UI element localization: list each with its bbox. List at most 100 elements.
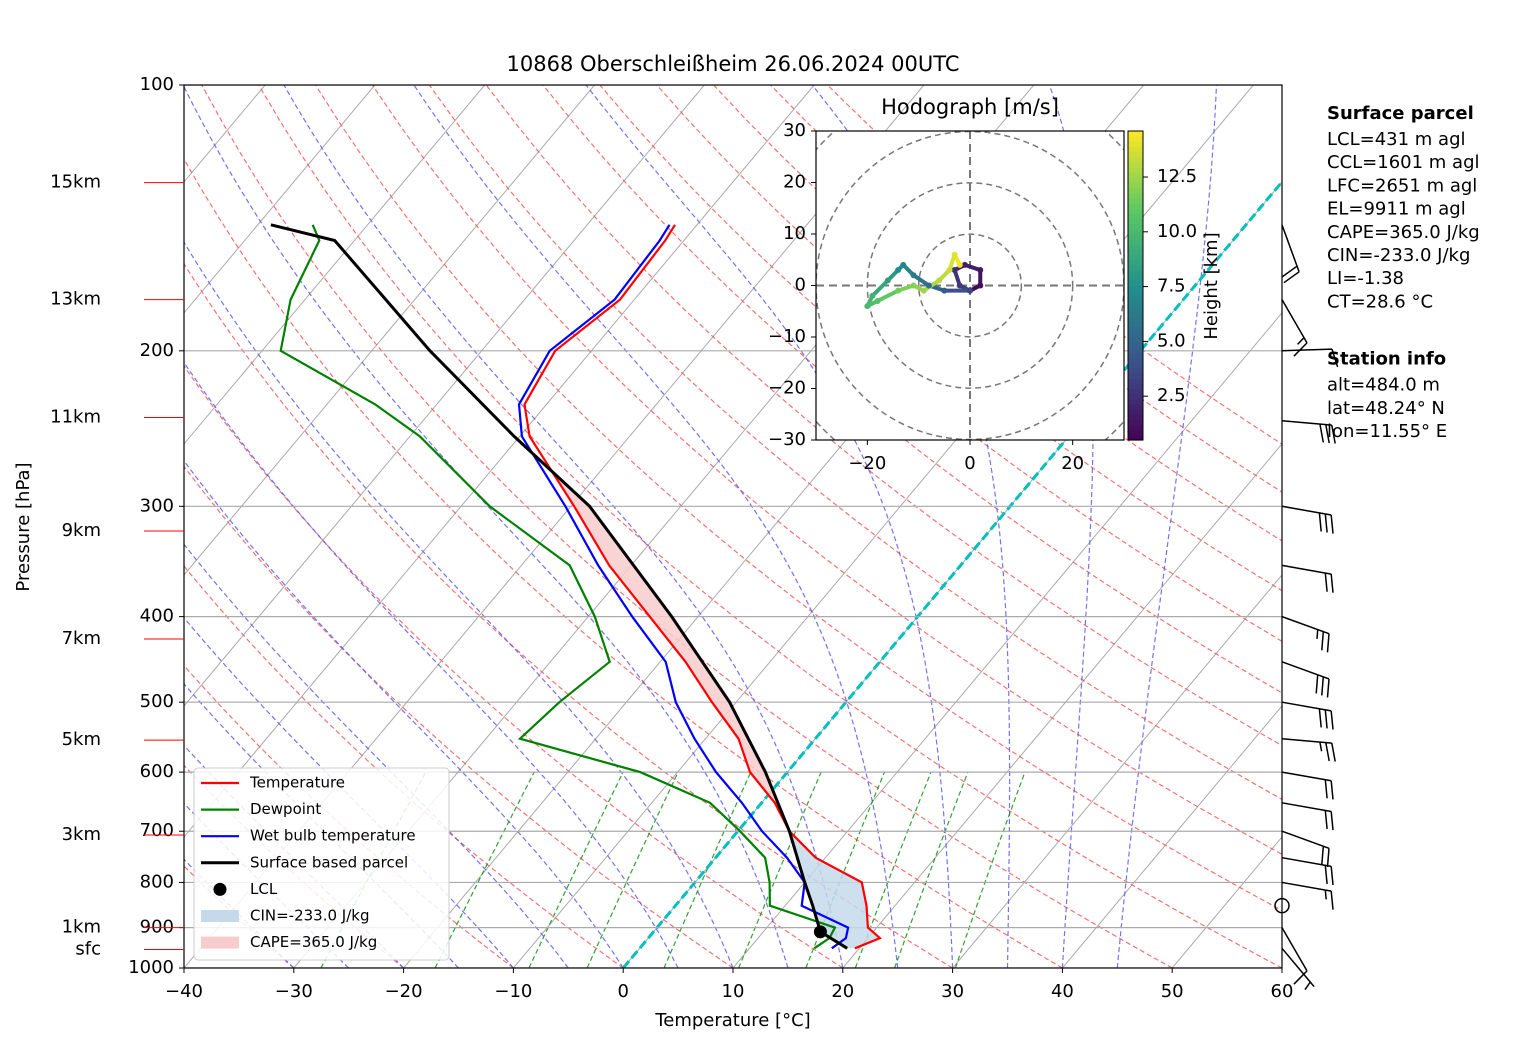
y-tick-label: 500 (140, 691, 174, 712)
height-label: 11km (50, 407, 101, 428)
lcl-marker (813, 925, 827, 939)
legend-label: CIN=-233.0 J/kg (250, 907, 370, 925)
isotherm (842, 443, 1282, 968)
hodograph-y-tick-label: 0 (795, 275, 806, 296)
colorbar-label: Height [km] (1201, 232, 1222, 339)
colorbar-cell (1128, 352, 1143, 359)
hodograph-x-tick-label: −20 (848, 453, 886, 474)
colorbar-cell (1128, 347, 1143, 354)
y-tick-label: 800 (140, 871, 174, 892)
legend-swatch (201, 936, 239, 949)
hodograph-point (977, 282, 984, 289)
colorbar-cell (1128, 300, 1143, 307)
legend-label: CAPE=365.0 J/kg (250, 933, 377, 951)
moist-adiabat (413, 85, 899, 968)
colorbar-cell (1128, 131, 1143, 137)
hodograph-point (895, 267, 902, 274)
y-axis-label: Pressure [hPa] (13, 462, 34, 591)
y-tick-label: 1000 (128, 957, 174, 978)
hodograph-segment (870, 278, 890, 298)
colorbar-tick-label: 5.0 (1157, 330, 1186, 351)
wind-barb (1281, 927, 1308, 985)
colorbar-cell (1128, 136, 1143, 142)
x-tick-label: 20 (831, 981, 854, 1002)
hodograph-x-tick-label: 20 (1061, 453, 1084, 474)
dry-adiabat (770, 85, 1282, 493)
legend-box (193, 767, 450, 961)
colorbar-cell (1128, 357, 1143, 364)
x-tick-label: 50 (1161, 981, 1184, 1002)
hodograph-point (864, 303, 871, 310)
profile-line (517, 224, 850, 950)
y-tick-label: 400 (140, 606, 174, 627)
info-line: LFC=2651 m agl (1327, 175, 1477, 196)
colorbar-cell (1128, 434, 1143, 441)
isotherm (732, 312, 1282, 968)
colorbar-cell (1128, 409, 1143, 415)
hodograph-y-tick-label: −30 (768, 429, 806, 450)
hodograph-point (967, 287, 973, 294)
height-label: 5km (62, 729, 101, 750)
colorbar-cell (1128, 239, 1143, 245)
colorbar-cell (1128, 177, 1143, 184)
cape-area (552, 471, 790, 832)
info-line: LCL=431 m agl (1327, 129, 1466, 150)
colorbar-cell (1128, 424, 1143, 431)
moist-adiabat (184, 85, 789, 968)
colorbar-tick-label: 2.5 (1157, 385, 1186, 406)
wind-barb (1281, 564, 1334, 593)
colorbar-cell (1128, 167, 1143, 173)
isotherm (184, 85, 705, 707)
legend-label: Surface based parcel (250, 853, 408, 871)
profile-line (523, 224, 882, 950)
moist-adiabat (283, 85, 844, 968)
hodograph-y-tick-label: 10 (783, 223, 806, 244)
info-line: CT=28.6 °C (1327, 291, 1433, 312)
colorbar-cell (1128, 378, 1143, 384)
colorbar-cell (1128, 311, 1143, 317)
hodograph-point (895, 287, 902, 294)
colorbar-cell (1128, 429, 1143, 436)
hodograph-point (874, 297, 881, 304)
hodograph-x-tick-label: 0 (964, 453, 975, 474)
x-tick-label: 30 (941, 981, 964, 1002)
hodograph-point (956, 282, 963, 289)
colorbar-cell (1128, 393, 1143, 400)
colorbar-cell (1128, 403, 1143, 410)
y-tick-label: 700 (140, 820, 174, 841)
x-tick-label: −20 (385, 981, 423, 1002)
hodograph-point (941, 287, 948, 294)
colorbar-cell (1128, 337, 1143, 343)
x-tick-label: −40 (165, 981, 203, 1002)
info-line: CAPE=365.0 J/kg (1327, 222, 1480, 243)
colorbar-cell (1128, 249, 1143, 256)
hodograph-segment (875, 288, 901, 303)
info-line: CCL=1601 m agl (1327, 152, 1480, 173)
legend-swatch (213, 882, 227, 896)
colorbar-cell (1128, 197, 1143, 204)
colorbar-cell (1128, 398, 1143, 405)
colorbar-cell (1128, 326, 1143, 333)
colorbar-cell (1128, 331, 1143, 338)
colorbar-cell (1128, 244, 1143, 251)
colorbar-cell (1128, 367, 1143, 374)
hodograph-point (977, 267, 984, 274)
colorbar-cell (1128, 414, 1143, 420)
x-tick-label: 10 (722, 981, 745, 1002)
hodograph-y-tick-label: −10 (768, 326, 806, 347)
colorbar-cell (1128, 264, 1143, 271)
colorbar-frame (1127, 130, 1144, 441)
x-tick-label: 0 (617, 981, 628, 1002)
mixing-ratio-line (586, 771, 679, 968)
wind-barb (1281, 615, 1330, 653)
info-line: LI=-1.38 (1327, 268, 1404, 289)
wind-barb (1281, 224, 1300, 284)
colorbar-cell (1128, 342, 1143, 348)
colorbar-cell (1128, 223, 1143, 230)
colorbar-cell (1128, 156, 1143, 163)
colorbar-tick-label: 7.5 (1157, 276, 1186, 297)
isotherm (1062, 705, 1282, 968)
colorbar-cell (1128, 182, 1143, 189)
colorbar-cell (1128, 141, 1143, 148)
colorbar-cell (1128, 254, 1143, 261)
